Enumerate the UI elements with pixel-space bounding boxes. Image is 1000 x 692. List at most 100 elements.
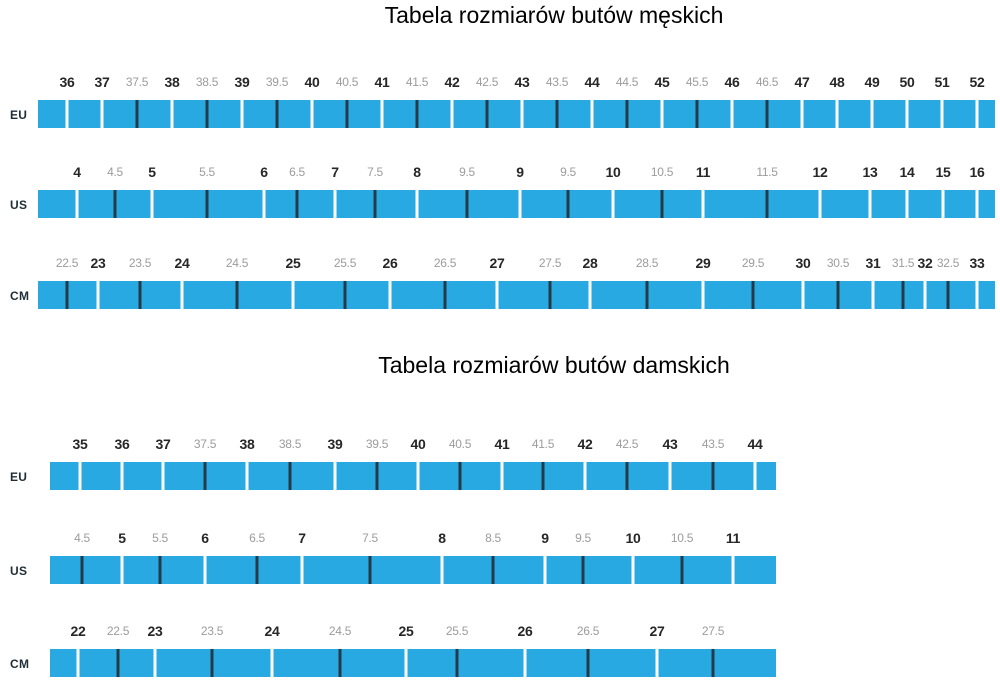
size-value-label: 26.5 [576, 624, 600, 638]
tick-mark [901, 281, 905, 309]
tick-mark [333, 190, 337, 218]
size-value-label: 11 [695, 164, 711, 180]
size-value-label: 28 [582, 255, 598, 271]
size-value-label: 51 [934, 74, 950, 90]
tick-mark [581, 556, 585, 584]
unit-label-us: US [10, 198, 28, 212]
tick-mark [76, 649, 80, 677]
size-value-label: 25 [398, 623, 414, 639]
size-value-label: 23.5 [200, 624, 224, 638]
tick-mark [765, 190, 769, 218]
size-value-label: 41 [374, 74, 390, 90]
size-value-label: 42.5 [615, 437, 639, 451]
size-value-label: 7 [298, 530, 306, 546]
size-value-label: 40.5 [335, 75, 359, 89]
tick-mark [161, 462, 165, 490]
tick-mark [523, 649, 527, 677]
tick-mark [150, 190, 154, 218]
tick-mark [245, 462, 249, 490]
size-value-label: 46.5 [755, 75, 779, 89]
size-value-label: 42.5 [475, 75, 499, 89]
tick-mark [458, 462, 462, 490]
tick-mark [586, 649, 590, 677]
size-value-label: 24 [174, 255, 190, 271]
size-value-label: 36 [59, 74, 75, 90]
us-scale-bar [50, 556, 776, 584]
tick-mark [291, 281, 295, 309]
size-value-label: 24.5 [225, 256, 249, 270]
size-value-label: 8 [438, 530, 446, 546]
tick-mark [711, 649, 715, 677]
size-value-label: 4.5 [107, 165, 123, 179]
size-value-label: 6 [201, 530, 209, 546]
tick-mark [270, 649, 274, 677]
size-value-label: 38.5 [278, 437, 302, 451]
size-value-label: 46 [724, 74, 740, 90]
size-value-label: 41.5 [531, 437, 555, 451]
size-value-label: 16 [969, 164, 985, 180]
tick-mark [871, 281, 875, 309]
unit-label-cm: CM [10, 657, 30, 671]
size-value-label: 6.5 [249, 531, 265, 545]
size-value-label: 36 [114, 436, 130, 452]
tick-mark [345, 100, 349, 128]
size-value-label: 7.5 [362, 531, 378, 545]
tick-mark [975, 190, 979, 218]
size-value-label: 9.5 [560, 165, 576, 179]
unit-label-eu: EU [10, 470, 28, 484]
size-value-label: 30 [795, 255, 811, 271]
tick-mark [65, 281, 69, 309]
tick-mark [135, 100, 139, 128]
size-value-label: 35 [72, 436, 88, 452]
tick-mark [380, 100, 384, 128]
men-size-chart-title: Tabela rozmiarów butów męskich [384, 2, 724, 28]
tick-mark [404, 649, 408, 677]
tick-mark [941, 190, 945, 218]
tick-mark [518, 190, 522, 218]
tick-mark [440, 556, 444, 584]
tick-mark [631, 556, 635, 584]
tick-mark [905, 190, 909, 218]
tick-mark [96, 281, 100, 309]
size-value-label: 24.5 [328, 624, 352, 638]
size-value-label: 39.5 [265, 75, 289, 89]
size-value-label: 42 [444, 74, 460, 90]
size-value-label: 7.5 [367, 165, 383, 179]
tick-mark [655, 649, 659, 677]
tick-mark [800, 100, 804, 128]
size-value-label: 45 [654, 74, 670, 90]
tick-mark [500, 462, 504, 490]
tick-mark [541, 462, 545, 490]
tick-mark [753, 462, 757, 490]
tick-mark [923, 281, 927, 309]
eu-scale-bar [38, 100, 995, 128]
size-value-label: 32 [917, 255, 933, 271]
size-value-label: 22.5 [55, 256, 79, 270]
size-value-label: 4.5 [74, 531, 90, 545]
size-value-label: 28.5 [635, 256, 659, 270]
unit-label-cm: CM [10, 289, 30, 303]
size-value-label: 6 [260, 164, 268, 180]
size-value-label: 43 [514, 74, 530, 90]
tick-mark [450, 100, 454, 128]
size-value-label: 52 [969, 74, 985, 90]
size-value-label: 44 [584, 74, 600, 90]
tick-mark [583, 462, 587, 490]
tick-mark [975, 100, 979, 128]
tick-mark [818, 190, 822, 218]
size-value-label: 38 [164, 74, 180, 90]
tick-mark [415, 100, 419, 128]
size-value-label: 5.5 [152, 531, 168, 545]
tick-mark [465, 190, 469, 218]
tick-mark [205, 190, 209, 218]
tick-mark [205, 100, 209, 128]
tick-mark [180, 281, 184, 309]
size-value-label: 41 [494, 436, 510, 452]
size-value-label: 38 [239, 436, 255, 452]
tick-mark [300, 556, 304, 584]
size-value-label: 43.5 [701, 437, 725, 451]
size-value-label: 10 [605, 164, 621, 180]
size-value-label: 44 [747, 436, 763, 452]
tick-mark [65, 100, 69, 128]
